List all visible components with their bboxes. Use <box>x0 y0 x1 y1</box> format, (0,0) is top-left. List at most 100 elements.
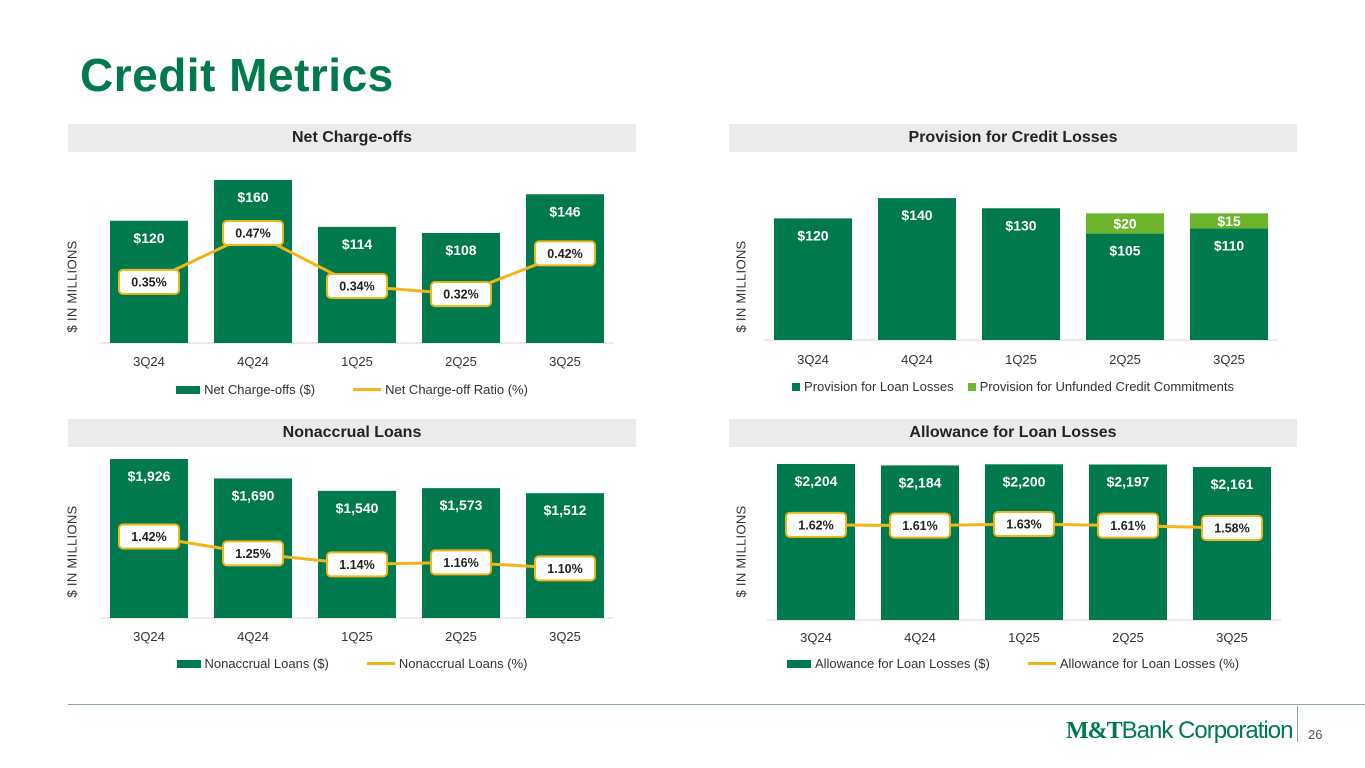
legend-swatch <box>1027 662 1056 665</box>
x-tick-label: 1Q25 <box>341 629 373 644</box>
ratio-label: 1.62% <box>798 518 833 532</box>
legend-label: Net Charge-offs ($) <box>204 382 316 397</box>
chart-panel-allowance: Allowance for Loan Losses $ IN MILLIONS … <box>729 419 1297 709</box>
legend-swatch <box>176 385 201 394</box>
ratio-label: 0.32% <box>443 288 478 302</box>
ratio-label-box <box>1201 514 1263 541</box>
ratio-label: 0.47% <box>235 226 270 240</box>
data-label: $1,512 <box>544 502 587 518</box>
ratio-label-box <box>222 219 284 246</box>
legend-swatch <box>353 388 382 391</box>
ratio-label: 1.10% <box>547 562 582 576</box>
page-title: Credit Metrics <box>80 49 394 101</box>
chart-title: Net Charge-offs <box>68 124 636 152</box>
x-tick-label: 3Q24 <box>797 352 829 367</box>
data-label: $120 <box>133 230 164 246</box>
legend-item-line: Net Charge-off Ratio (%) <box>353 382 528 397</box>
legend-label: Allowance for Loan Losses ($) <box>814 656 990 671</box>
ratio-label: 0.35% <box>131 275 166 289</box>
data-label: $140 <box>901 207 932 223</box>
chart-panel-net-charge-offs: Net Charge-offs $ IN MILLIONS 3Q24 $120 4Q… <box>65 124 636 414</box>
legend-item-bar: Provision for Unfunded Credit Commitment… <box>967 379 1234 394</box>
x-tick-label: 1Q25 <box>1008 630 1040 645</box>
legend-item-bar: Allowance for Loan Losses ($) <box>786 656 990 671</box>
ratio-label-box <box>326 551 388 578</box>
x-tick-label: 4Q24 <box>237 354 269 369</box>
x-tick-label: 3Q24 <box>133 629 165 644</box>
ratio-label-box <box>785 511 847 538</box>
ratio-label-box <box>889 512 951 539</box>
ratio-label: 1.16% <box>443 556 478 570</box>
logo-wordmark: Bank Corporation <box>1121 717 1294 744</box>
chart-title: Provision for Credit Losses <box>729 124 1297 152</box>
legend-swatch <box>967 382 976 391</box>
x-tick-label: 3Q24 <box>800 630 832 645</box>
ratio-label-box <box>534 555 596 582</box>
data-label: $1,540 <box>336 500 379 516</box>
legend-item-line: Nonaccrual Loans (%) <box>366 656 528 671</box>
data-label: $1,573 <box>440 497 483 513</box>
bar <box>982 208 1060 340</box>
legend-item-bar: Net Charge-offs ($) <box>176 382 315 397</box>
legend-swatch <box>786 659 811 668</box>
bar <box>777 464 855 620</box>
data-label: $105 <box>1109 243 1140 259</box>
chart-panel-provision: Provision for Credit Losses $ IN MILLION… <box>729 124 1297 414</box>
x-tick-label: 1Q25 <box>341 354 373 369</box>
chart-plot-area: 3Q24 $120 4Q24 $140 1Q25 $130 2Q25 $20 $105 3Q25 $… <box>764 198 1278 367</box>
bar <box>214 180 292 343</box>
bar <box>774 218 852 340</box>
legend-item-line: Allowance for Loan Losses (%) <box>1027 656 1240 671</box>
chart-legend: Provision for Loan Losses Provision for … <box>729 379 1297 394</box>
ratio-label: 0.42% <box>547 247 582 261</box>
data-label: $15 <box>1217 213 1241 229</box>
ratio-label-box <box>430 281 492 308</box>
chart-legend: Nonaccrual Loans ($) Nonaccrual Loans (%… <box>68 656 636 671</box>
legend-label: Nonaccrual Loans (%) <box>398 656 528 671</box>
legend-item-bar: Nonaccrual Loans ($) <box>176 656 329 671</box>
chart-panel-nonaccrual-loans: Nonaccrual Loans $ IN MILLIONS 3Q24 $1,92… <box>65 419 636 709</box>
data-label: $2,161 <box>1211 476 1254 492</box>
x-tick-label: 4Q24 <box>901 352 933 367</box>
legend-swatch <box>792 382 801 391</box>
legend-label: Net Charge-off Ratio (%) <box>385 382 528 397</box>
x-tick-label: 2Q25 <box>445 354 477 369</box>
x-tick-label: 4Q24 <box>237 629 269 644</box>
bar-segment <box>1190 213 1268 229</box>
bar <box>1193 467 1271 620</box>
legend-label: Allowance for Loan Losses (%) <box>1059 656 1240 671</box>
bar <box>1086 233 1164 340</box>
ratio-label-box <box>1097 512 1159 539</box>
x-tick-label: 3Q25 <box>1213 352 1245 367</box>
data-label: $160 <box>237 189 268 205</box>
x-tick-label: 2Q25 <box>445 629 477 644</box>
data-label: $108 <box>445 242 476 258</box>
data-label: $146 <box>549 203 580 219</box>
x-tick-label: 4Q24 <box>904 630 936 645</box>
ratio-label-box <box>222 540 284 567</box>
ratio-label-box <box>534 240 596 267</box>
x-tick-label: 2Q25 <box>1112 630 1144 645</box>
chart-plot-area: 3Q24 $120 4Q24 $160 1Q25 $114 2Q25 $108 3Q25 $146… <box>100 180 614 369</box>
company-logo: M&TBank Corporation <box>1066 717 1294 745</box>
data-label: $20 <box>1113 215 1137 231</box>
ratio-label: 1.61% <box>902 519 937 533</box>
chart-plot-area: 3Q24 $1,926 4Q24 $1,690 1Q25 $1,540 2Q25 $1,573… <box>100 459 614 644</box>
ratio-label-box <box>326 272 388 299</box>
legend-item-bar: Provision for Loan Losses <box>792 379 954 394</box>
page-number: 26 <box>1308 727 1323 742</box>
data-label: $130 <box>1005 217 1036 233</box>
bar <box>526 194 604 343</box>
footer-divider <box>68 704 1365 705</box>
data-label: $2,197 <box>1107 473 1150 489</box>
legend-label: Provision for Loan Losses <box>804 379 954 394</box>
ratio-label: 1.25% <box>235 547 270 561</box>
bar <box>1190 228 1268 340</box>
x-tick-label: 1Q25 <box>1005 352 1037 367</box>
x-tick-label: 3Q25 <box>549 629 581 644</box>
data-label: $2,184 <box>899 474 942 490</box>
chart-title: Nonaccrual Loans <box>68 419 636 447</box>
logo-mark: M&T <box>1066 718 1123 744</box>
logo-divider <box>1297 706 1298 742</box>
ratio-label: 0.34% <box>339 279 374 293</box>
